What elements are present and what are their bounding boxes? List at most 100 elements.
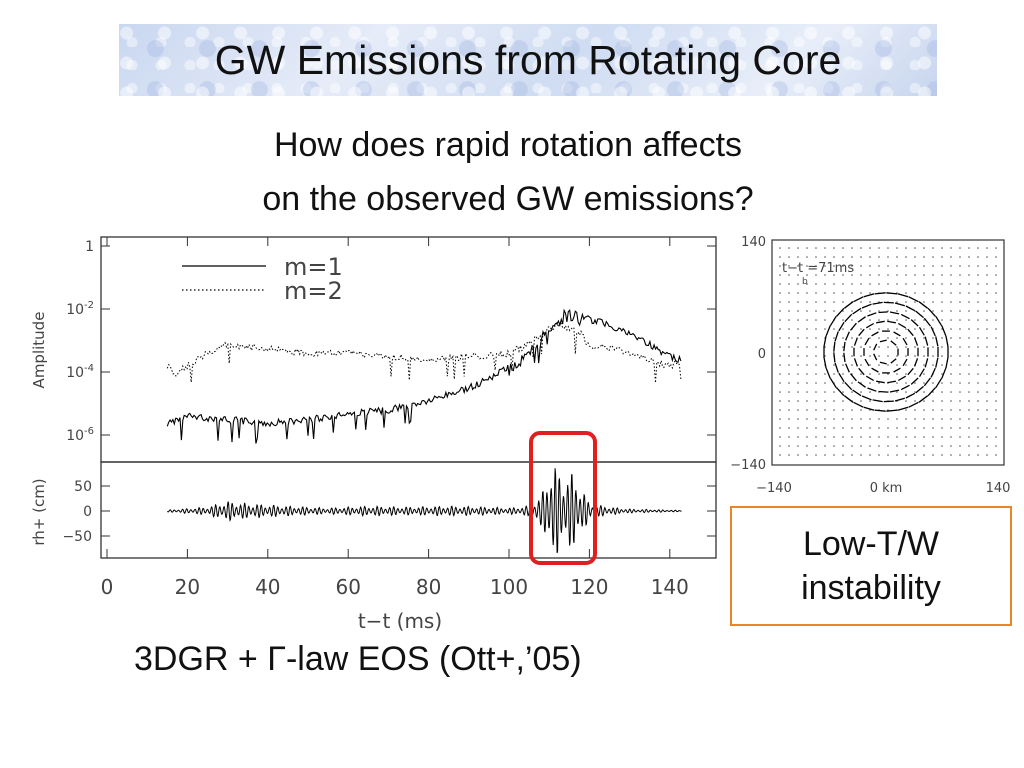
field-dot bbox=[887, 319, 889, 321]
field-dot bbox=[788, 301, 790, 303]
field-dot bbox=[869, 454, 871, 456]
vortex-arrow bbox=[867, 312, 877, 317]
callout-line-2: instability bbox=[801, 569, 941, 607]
field-dot bbox=[788, 265, 790, 267]
vortex-arrow bbox=[849, 322, 857, 331]
field-dot bbox=[815, 418, 817, 420]
field-dot bbox=[959, 355, 961, 357]
title-banner: GW Emissions from Rotating Core bbox=[119, 24, 937, 96]
vortex-arrow bbox=[918, 301, 929, 309]
field-dot bbox=[797, 436, 799, 438]
field-dot bbox=[923, 337, 925, 339]
vortex-arrow bbox=[853, 401, 864, 408]
field-dot bbox=[824, 256, 826, 258]
field-dot bbox=[941, 445, 943, 447]
field-dot bbox=[860, 274, 862, 276]
field-dot bbox=[923, 310, 925, 312]
field-dot bbox=[995, 283, 997, 285]
amplitude-ylabel: Amplitude bbox=[30, 312, 48, 389]
field-dot bbox=[842, 274, 844, 276]
field-dot bbox=[797, 265, 799, 267]
field-dot bbox=[923, 274, 925, 276]
field-dot bbox=[977, 445, 979, 447]
field-dot bbox=[806, 283, 808, 285]
field-dot bbox=[788, 292, 790, 294]
field-dot bbox=[959, 274, 961, 276]
field-dot bbox=[851, 265, 853, 267]
field-dot bbox=[977, 337, 979, 339]
field-dot bbox=[887, 256, 889, 258]
field-dot bbox=[824, 310, 826, 312]
legend-label-m=1: m=1 bbox=[284, 253, 343, 281]
field-dot bbox=[986, 319, 988, 321]
field-dot bbox=[824, 283, 826, 285]
field-dot bbox=[806, 310, 808, 312]
field-dot bbox=[905, 445, 907, 447]
field-dot bbox=[788, 391, 790, 393]
vortex-arrow bbox=[834, 362, 839, 373]
field-dot bbox=[869, 445, 871, 447]
field-dot bbox=[887, 373, 889, 375]
field-dot bbox=[878, 364, 880, 366]
field-dot bbox=[788, 418, 790, 420]
vortex-arrow bbox=[829, 315, 837, 327]
field-dot bbox=[968, 337, 970, 339]
vortex-arrow bbox=[927, 387, 936, 397]
field-dot bbox=[806, 391, 808, 393]
field-dot bbox=[797, 391, 799, 393]
field-dot bbox=[887, 337, 889, 339]
question-text: How does rapid rotation affects on the o… bbox=[150, 118, 866, 226]
field-dot bbox=[815, 445, 817, 447]
field-dot bbox=[986, 445, 988, 447]
field-dot bbox=[914, 265, 916, 267]
field-dot bbox=[941, 418, 943, 420]
field-dot bbox=[788, 400, 790, 402]
field-dot bbox=[860, 445, 862, 447]
field-dot bbox=[941, 436, 943, 438]
strain-ylabel: rh+ (cm) bbox=[30, 478, 48, 545]
field-dot bbox=[968, 409, 970, 411]
field-dot bbox=[923, 400, 925, 402]
field-dot bbox=[932, 436, 934, 438]
vortex-arrow bbox=[887, 320, 896, 324]
field-dot bbox=[806, 301, 808, 303]
field-dot bbox=[779, 310, 781, 312]
vortex-arrow bbox=[890, 340, 897, 346]
field-dot bbox=[941, 391, 943, 393]
field-dot bbox=[959, 382, 961, 384]
vortex-arrow bbox=[889, 311, 900, 315]
field-dot bbox=[941, 454, 943, 456]
field-dot bbox=[950, 283, 952, 285]
question-line-1: How does rapid rotation affects bbox=[273, 126, 743, 164]
amplitude-series bbox=[166, 308, 682, 444]
field-dot bbox=[914, 400, 916, 402]
field-dot bbox=[995, 400, 997, 402]
field-dot bbox=[815, 346, 817, 348]
field-dot bbox=[815, 454, 817, 456]
vortex-arrow bbox=[893, 367, 901, 373]
vortex-arrow bbox=[858, 367, 865, 376]
field-dot bbox=[896, 391, 898, 393]
field-dot bbox=[869, 283, 871, 285]
field-dot bbox=[806, 346, 808, 348]
field-dot bbox=[968, 301, 970, 303]
field-dot bbox=[932, 265, 934, 267]
field-dot bbox=[932, 382, 934, 384]
field-dot bbox=[806, 355, 808, 357]
vortex-arrow bbox=[872, 301, 883, 305]
field-dot bbox=[815, 355, 817, 357]
field-dot bbox=[914, 355, 916, 357]
field-dot bbox=[977, 454, 979, 456]
field-dot bbox=[824, 418, 826, 420]
field-dot bbox=[815, 247, 817, 249]
field-dot bbox=[797, 418, 799, 420]
field-dot bbox=[815, 301, 817, 303]
vortex-arrows bbox=[823, 292, 949, 412]
field-dot bbox=[950, 364, 952, 366]
field-dot bbox=[878, 328, 880, 330]
field-dot bbox=[869, 382, 871, 384]
vortex-arrow bbox=[913, 358, 919, 367]
field-dot bbox=[887, 346, 889, 348]
field-dot bbox=[896, 382, 898, 384]
